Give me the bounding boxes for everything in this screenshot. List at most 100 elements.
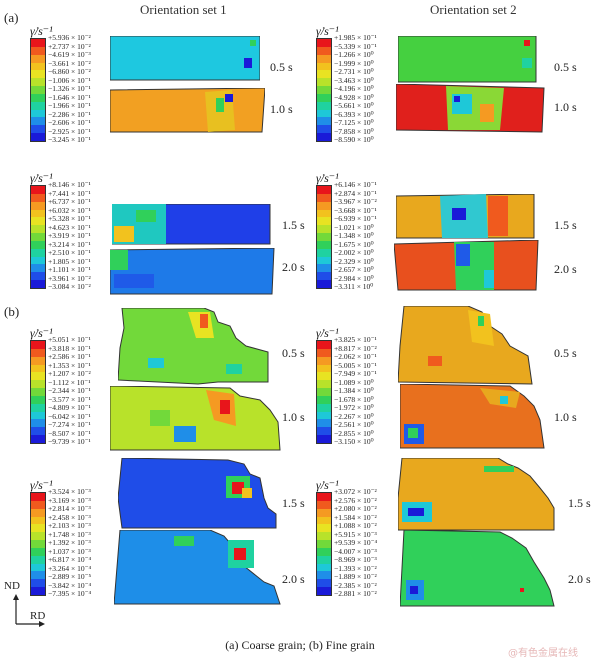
legend-tick-label: −1.089 × 10⁰ <box>334 377 374 387</box>
legend-tick-label: −2.925 × 10⁻¹ <box>48 126 91 136</box>
legend-tick-label: −7.395 × 10⁻⁴ <box>48 589 92 598</box>
legend-tick-label: −1.112 × 10⁻¹ <box>48 377 91 387</box>
legend-color-swatch <box>31 547 45 556</box>
legend-color-swatch <box>31 516 45 525</box>
axis-label-nd: ND <box>4 580 20 592</box>
legend-colorbar <box>316 38 332 142</box>
legend-color-swatch <box>31 372 45 381</box>
legend-tick-label: −7.949 × 10⁻¹ <box>334 369 377 378</box>
legend-color-swatch <box>317 435 331 443</box>
legend-colorbar <box>316 492 332 596</box>
legend-color-swatch <box>31 117 45 126</box>
legend-tick-label: −6.393 × 10⁰ <box>334 109 374 119</box>
legend-unit-label: γ̇/s⁻¹ <box>316 171 339 185</box>
legend-color-swatch <box>317 201 331 210</box>
legend-tick-label: +3.524 × 10⁻³ <box>48 487 91 496</box>
time-label-b1-0.5: 0.5 s <box>282 346 305 360</box>
legend-tick-label: −2.385 × 10⁻² <box>334 580 377 590</box>
legend-tick-label: −5.339 × 10⁻¹ <box>334 41 377 51</box>
legend-tick-label: −3.661 × 10⁻² <box>48 58 91 68</box>
legend-color-swatch <box>317 109 331 118</box>
legend-color-swatch <box>31 233 45 241</box>
legend-color-swatch <box>31 133 45 141</box>
legend-tick-label: −5.661 × 10⁰ <box>334 101 374 110</box>
legend-color-swatch <box>317 248 331 257</box>
contour-b1-2.0s <box>114 530 281 605</box>
legend-tick-label: +3.825 × 10⁻¹ <box>334 335 377 344</box>
watermark-text: @有色金属在线 <box>508 648 578 659</box>
legend-color-swatch <box>31 341 45 349</box>
legend-color-swatch <box>317 587 331 595</box>
legend-tick-label: +6.737 × 10⁻¹ <box>48 197 91 206</box>
legend-tick-labels: +5.051 × 10⁻¹ +3.818 × 10⁻¹ +2.586 × 10⁻¹ +… <box>48 335 91 447</box>
contour-a2-1.5s <box>396 194 535 239</box>
legend-unit-label: γ̇/s⁻¹ <box>316 478 339 492</box>
legend-colorbar <box>30 185 46 289</box>
legend-tick-label: −2.984 × 10⁰ <box>334 273 374 283</box>
legend-tick-label: +3.169 × 10⁻³ <box>48 495 91 505</box>
legend-tick-label: +1.207 × 10⁻² <box>48 369 91 378</box>
legend-a-left-bottom: γ̇/s⁻¹ +8.146 × 10⁻¹ +7.441 × 10⁻¹ +6.737 ×… <box>30 171 110 295</box>
time-label-a2-1.5: 1.5 s <box>554 218 577 232</box>
time-label-a1-1.0: 1.0 s <box>270 102 293 116</box>
legend-color-swatch <box>317 563 331 572</box>
legend-tick-label: −7.858 × 10⁰ <box>334 126 374 136</box>
legend-color-swatch <box>31 109 45 118</box>
legend-tick-label: −4.809 × 10⁻¹ <box>48 403 91 412</box>
legend-color-swatch <box>31 403 45 412</box>
legend-tick-label: −2.657 × 10⁰ <box>334 265 374 274</box>
legend-tick-label: −4.619 × 10⁻³ <box>48 50 91 59</box>
legend-tick-label: +1.392 × 10⁻³ <box>48 538 91 547</box>
legend-color-swatch <box>317 493 331 501</box>
time-label-b1-2.0: 2.0 s <box>282 572 305 586</box>
legend-tick-label: −3.084 × 10⁻² <box>48 282 91 291</box>
legend-color-swatch <box>31 280 45 288</box>
legend-tick-label: −1.972 × 10⁰ <box>334 403 374 412</box>
legend-tick-label: −2.329 × 10⁰ <box>334 256 374 266</box>
legend-color-swatch <box>317 133 331 141</box>
legend-tick-label: −7.125 × 10⁰ <box>334 118 374 127</box>
legend-color-swatch <box>317 427 331 436</box>
legend-color-swatch <box>31 419 45 428</box>
legend-color-swatch <box>317 233 331 241</box>
legend-color-swatch <box>317 256 331 265</box>
contour-b1-1.0s <box>110 386 281 451</box>
legend-tick-labels: +5.936 × 10⁻² +2.737 × 10⁻² −4.619 × 10⁻³ −… <box>48 33 91 145</box>
legend-color-swatch <box>317 555 331 564</box>
contour-b1-1.5s <box>118 458 277 529</box>
legend-tick-label: −2.286 × 10⁻¹ <box>48 109 91 119</box>
legend-tick-label: −2.731 × 10⁰ <box>334 67 374 76</box>
legend-color-swatch <box>317 264 331 273</box>
legend-color-swatch <box>317 395 331 404</box>
contour-a1-1.0s <box>110 88 265 133</box>
legend-tick-label: −1.646 × 10⁻¹ <box>48 92 91 102</box>
legend-color-swatch <box>317 101 331 110</box>
legend-b-right-top: γ̇/s⁻¹ +3.825 × 10⁻¹ +8.817 × 10⁻² −2.062 ×… <box>316 326 396 450</box>
legend-color-swatch <box>31 524 45 533</box>
legend-tick-label: −2.267 × 10⁰ <box>334 411 374 421</box>
legend-color-swatch <box>317 46 331 55</box>
contour-b2-0.5s <box>398 306 533 385</box>
legend-tick-label: −7.274 × 10⁻¹ <box>48 420 91 429</box>
legend-tick-label: +3.818 × 10⁻¹ <box>48 343 91 353</box>
legend-tick-label: −3.150 × 10⁰ <box>334 437 374 446</box>
time-label-a1-1.5: 1.5 s <box>282 218 305 232</box>
legend-tick-label: −4.007 × 10⁻³ <box>334 546 377 556</box>
legend-tick-label: −2.062 × 10⁻¹ <box>334 352 377 361</box>
legend-tick-label: −3.245 × 10⁻¹ <box>48 135 91 144</box>
legend-tick-label: +6.817 × 10⁻⁴ <box>48 555 92 564</box>
part-label-a: (a) <box>4 10 19 25</box>
legend-color-swatch <box>317 372 331 381</box>
legend-tick-label: +3.214 × 10⁻¹ <box>48 239 91 249</box>
legend-color-swatch <box>317 70 331 79</box>
legend-color-swatch <box>31 272 45 281</box>
legend-color-swatch <box>31 571 45 580</box>
legend-tick-label: −1.266 × 10⁰ <box>334 50 374 59</box>
legend-color-swatch <box>317 117 331 126</box>
legend-tick-label: −2.855 × 10⁰ <box>334 428 374 438</box>
legend-tick-label: −2.889 × 10⁻⁵ <box>48 572 92 581</box>
column-title-1: Orientation set 1 <box>140 2 227 17</box>
legend-color-swatch <box>31 579 45 588</box>
legend-tick-label: +5.328 × 10⁻¹ <box>48 214 91 223</box>
contour-a2-0.5s <box>398 36 537 83</box>
